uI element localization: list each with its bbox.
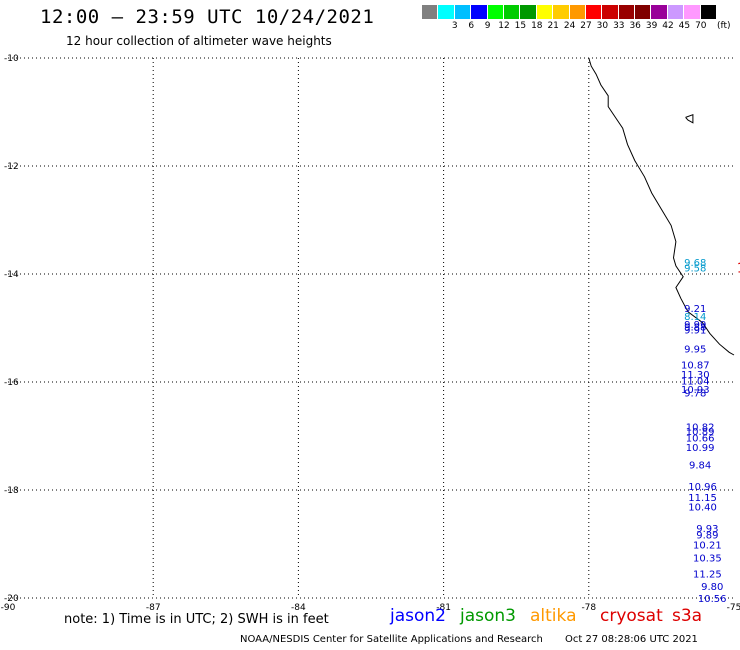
lat-tick-label: -20 [4, 594, 19, 604]
scale-label: 36 [629, 21, 641, 31]
lon-tick-label: -87 [146, 603, 161, 613]
scale-swatch [471, 5, 488, 19]
wave-height-label: 9.95 [684, 344, 706, 355]
scale-label: 70 [695, 21, 707, 31]
wave-height-label: 10.87 [681, 361, 710, 372]
scale-swatch [422, 5, 439, 19]
scale-swatch [635, 5, 652, 19]
color-scale-labels: 3 6 9 12 15 18 21 24 27 30 33 36 39 42 45 70 [422, 21, 740, 33]
scale-label: 21 [547, 21, 559, 31]
wave-height-label: 10.93 [681, 385, 710, 396]
scale-label: 15 [514, 21, 527, 31]
wave-height-label: 10.96 [688, 482, 717, 493]
wave-height-label: 11.04 [681, 377, 710, 388]
scale-swatch [618, 5, 636, 19]
scale-swatch [553, 5, 570, 19]
lat-tick-label: -16 [4, 378, 19, 388]
wave-height-label: 9.68 [684, 258, 706, 269]
lat-tick-label: -12 [4, 162, 19, 172]
map-subtitle: 12 hour collection of altimeter wave hei… [66, 34, 332, 48]
wave-height-label: 9.88 [684, 323, 706, 334]
scale-swatch [487, 5, 504, 19]
wave-height-label: 9.80 [701, 582, 723, 593]
legend-s3a: s3a [672, 606, 703, 626]
scale-swatch [585, 5, 603, 19]
wave-height-label: 10.40 [688, 503, 717, 514]
lon-tick-label: -90 [1, 603, 16, 613]
lat-tick-label: -10 [4, 54, 19, 64]
wave-height-label: 9.78 [684, 389, 706, 400]
color-scale [422, 5, 718, 19]
legend-jason3: jason3 [460, 606, 516, 626]
lat-tick-label: -18 [4, 486, 19, 496]
lon-tick-label: -84 [291, 603, 306, 613]
wave-height-label: 10.89 [686, 427, 715, 438]
pass-time-label: 1803 [737, 262, 740, 277]
wave-height-label: 11.15 [688, 493, 717, 504]
scale-label: 30 [596, 21, 609, 31]
scale-swatch [438, 5, 455, 19]
legend-cryosat: cryosat [600, 606, 663, 626]
scale-label: 45 [678, 21, 691, 31]
scale-swatch [503, 5, 521, 19]
scale-label: 9 [484, 21, 491, 31]
scale-swatch [684, 5, 701, 19]
footer-note: note: 1) Time is in UTC; 2) SWH is in fe… [64, 612, 329, 627]
wave-height-label: 8.14 [684, 312, 706, 323]
scale-swatch [520, 5, 537, 19]
credit-text: NOAA/NESDIS Center for Satellite Applica… [240, 634, 543, 645]
wave-height-label: 11.30 [681, 370, 710, 381]
scale-unit: (ft) [717, 21, 731, 31]
legend-jason2: jason2 [390, 606, 446, 626]
legend-altika: altika [530, 606, 577, 626]
lon-tick-label: -78 [581, 603, 596, 613]
wave-height-label: 10.56 [698, 594, 727, 605]
map-title: 12:00 – 23:59 UTC 10/24/2021 [40, 6, 375, 28]
wave-height-label: 10.99 [686, 443, 715, 454]
scale-label: 33 [613, 21, 625, 31]
scale-label: 27 [580, 21, 592, 31]
scale-swatch [667, 5, 685, 19]
wave-height-label: 9.93 [696, 524, 718, 535]
wave-height-label: 11.25 [693, 569, 722, 580]
lat-tick-label: -14 [4, 270, 19, 280]
wave-height-label: 9.99 [684, 320, 706, 331]
island-outline [685, 113, 694, 124]
scale-label: 39 [645, 21, 658, 31]
coastline [588, 57, 735, 356]
wave-height-label: 9.91 [684, 325, 706, 336]
wave-height-label: 10.66 [686, 433, 715, 444]
scale-swatch [602, 5, 619, 19]
scale-swatch [536, 5, 554, 19]
scale-label: 12 [498, 21, 510, 31]
scale-label: 18 [531, 21, 543, 31]
scale-label: 3 [451, 21, 458, 31]
lon-tick-label: -75 [727, 603, 740, 613]
wave-height-label: 9.89 [696, 531, 718, 542]
scale-label: 42 [662, 21, 674, 31]
lon-tick-label: -81 [436, 603, 451, 613]
scale-label: 6 [468, 21, 475, 31]
scale-swatch [651, 5, 668, 19]
scale-label: 24 [563, 21, 576, 31]
wave-height-label: 9.21 [684, 304, 706, 315]
wave-height-label: 10.35 [693, 553, 722, 564]
scale-swatch [700, 5, 718, 19]
wave-height-label: 10.21 [693, 540, 722, 551]
wave-height-label: 10.82 [686, 423, 715, 434]
wave-height-label: 9.58 [684, 263, 706, 274]
wave-height-label: 9.84 [689, 460, 711, 471]
generated-timestamp: Oct 27 08:28:06 UTC 2021 [565, 634, 698, 645]
scale-swatch [569, 5, 586, 19]
scale-swatch [454, 5, 472, 19]
